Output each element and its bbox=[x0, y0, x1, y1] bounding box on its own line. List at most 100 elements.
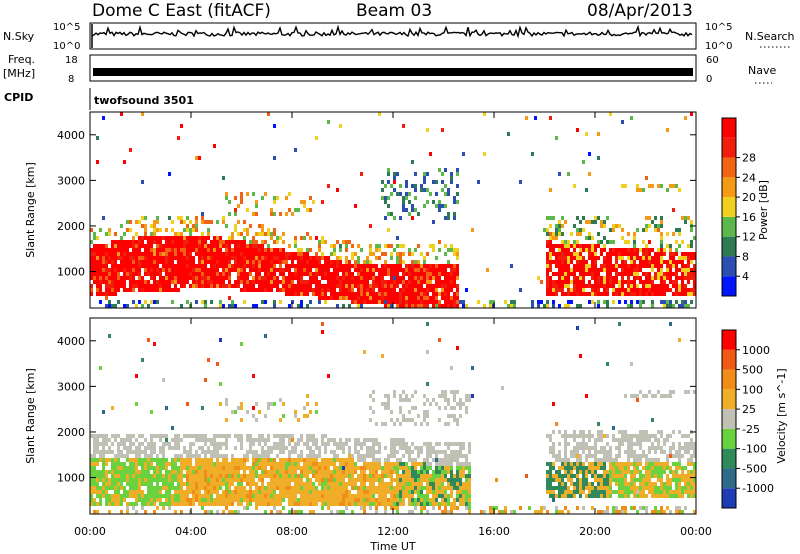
heatmap-cell bbox=[591, 252, 594, 256]
heatmap-cell bbox=[456, 300, 459, 304]
heatmap-cell bbox=[387, 466, 390, 470]
heatmap-cell bbox=[117, 300, 120, 304]
heatmap-cell bbox=[105, 248, 108, 252]
heatmap-cell bbox=[162, 474, 165, 478]
heatmap-cell bbox=[342, 240, 345, 244]
heatmap-cell bbox=[93, 478, 96, 482]
heatmap-cell bbox=[468, 498, 471, 502]
heatmap-cell bbox=[270, 232, 273, 236]
heatmap-cell bbox=[120, 112, 123, 116]
heatmap-cell bbox=[198, 280, 201, 284]
heatmap-cell bbox=[186, 450, 189, 454]
heatmap-cell bbox=[255, 304, 258, 308]
heatmap-cell bbox=[348, 272, 351, 276]
heatmap-cell bbox=[579, 430, 582, 434]
heatmap-cell bbox=[228, 434, 231, 438]
heatmap-cell bbox=[141, 244, 144, 248]
heatmap-cell bbox=[597, 510, 600, 514]
heatmap-cell bbox=[333, 292, 336, 296]
heatmap-cell bbox=[141, 458, 144, 462]
heatmap-cell bbox=[162, 482, 165, 486]
heatmap-cell bbox=[300, 292, 303, 296]
heatmap-cell bbox=[423, 474, 426, 478]
heatmap-cell bbox=[438, 338, 441, 342]
heatmap-cell bbox=[597, 430, 600, 434]
heatmap-cell bbox=[318, 280, 321, 284]
heatmap-cell bbox=[648, 276, 651, 280]
heatmap-cell bbox=[576, 252, 579, 256]
heatmap-cell bbox=[588, 244, 591, 248]
heatmap-cell bbox=[294, 494, 297, 498]
heatmap-cell bbox=[174, 486, 177, 490]
heatmap-cell bbox=[126, 438, 129, 442]
heatmap-cell bbox=[159, 502, 162, 506]
heatmap-cell bbox=[327, 288, 330, 292]
heatmap-cell bbox=[357, 502, 360, 506]
heatmap-cell bbox=[663, 276, 666, 280]
heatmap-cell bbox=[357, 438, 360, 442]
heatmap-cell bbox=[297, 498, 300, 502]
heatmap-cell bbox=[255, 486, 258, 490]
heatmap-cell bbox=[486, 268, 489, 272]
heatmap-cell bbox=[162, 478, 165, 482]
heatmap-cell bbox=[426, 322, 429, 326]
heatmap-cell bbox=[339, 462, 342, 466]
heatmap-cell bbox=[210, 450, 213, 454]
heatmap-cell bbox=[369, 394, 372, 398]
heatmap-cell bbox=[282, 232, 285, 236]
heatmap-cell bbox=[147, 458, 150, 462]
heatmap-cell bbox=[213, 478, 216, 482]
heatmap-cell bbox=[585, 442, 588, 446]
heatmap-cell bbox=[111, 494, 114, 498]
heatmap-cell bbox=[264, 486, 267, 490]
heatmap-cell bbox=[642, 240, 645, 244]
heatmap-cell bbox=[363, 296, 366, 300]
heatmap-cell bbox=[105, 252, 108, 256]
heatmap-cell bbox=[249, 478, 252, 482]
heatmap-cell bbox=[633, 244, 636, 248]
heatmap-cell bbox=[228, 212, 231, 216]
heatmap-cell bbox=[90, 288, 93, 292]
heatmap-cell bbox=[300, 200, 303, 204]
heatmap-cell bbox=[402, 288, 405, 292]
heatmap-cell bbox=[99, 244, 102, 248]
heatmap-cell bbox=[663, 292, 666, 296]
heatmap-cell bbox=[567, 510, 570, 514]
heatmap-cell bbox=[372, 442, 375, 446]
heatmap-cell bbox=[438, 268, 441, 272]
heatmap-cell bbox=[453, 272, 456, 276]
heatmap-cell bbox=[144, 498, 147, 502]
heatmap-cell bbox=[237, 204, 240, 208]
heatmap-cell bbox=[369, 482, 372, 486]
heatmap-cell bbox=[255, 482, 258, 486]
heatmap-cell bbox=[366, 466, 369, 470]
heatmap-cell bbox=[183, 482, 186, 486]
heatmap-cell bbox=[306, 260, 309, 264]
heatmap-cell bbox=[288, 470, 291, 474]
heatmap-cell bbox=[354, 466, 357, 470]
heatmap-cell bbox=[345, 438, 348, 442]
heatmap-cell bbox=[126, 288, 129, 292]
heatmap-cell bbox=[93, 260, 96, 264]
heatmap-cell bbox=[135, 498, 138, 502]
heatmap-cell bbox=[144, 446, 147, 450]
heatmap-cell bbox=[420, 284, 423, 288]
heatmap-cell bbox=[267, 438, 270, 442]
heatmap-cell bbox=[588, 252, 591, 256]
heatmap-cell bbox=[615, 260, 618, 264]
heatmap-cell bbox=[318, 450, 321, 454]
heatmap-cell bbox=[180, 244, 183, 248]
heatmap-cell bbox=[576, 276, 579, 280]
heatmap-cell bbox=[567, 458, 570, 462]
heatmap-cell bbox=[567, 264, 570, 268]
heatmap-cell bbox=[339, 486, 342, 490]
heatmap-cell bbox=[594, 284, 597, 288]
heatmap-cell bbox=[648, 224, 651, 228]
heatmap-cell bbox=[432, 498, 435, 502]
heatmap-cell bbox=[579, 470, 582, 474]
heatmap-cell bbox=[387, 264, 390, 268]
heatmap-cell bbox=[270, 268, 273, 272]
heatmap-cell bbox=[465, 398, 468, 402]
heatmap-cell bbox=[390, 272, 393, 276]
heatmap-cell bbox=[381, 188, 384, 192]
